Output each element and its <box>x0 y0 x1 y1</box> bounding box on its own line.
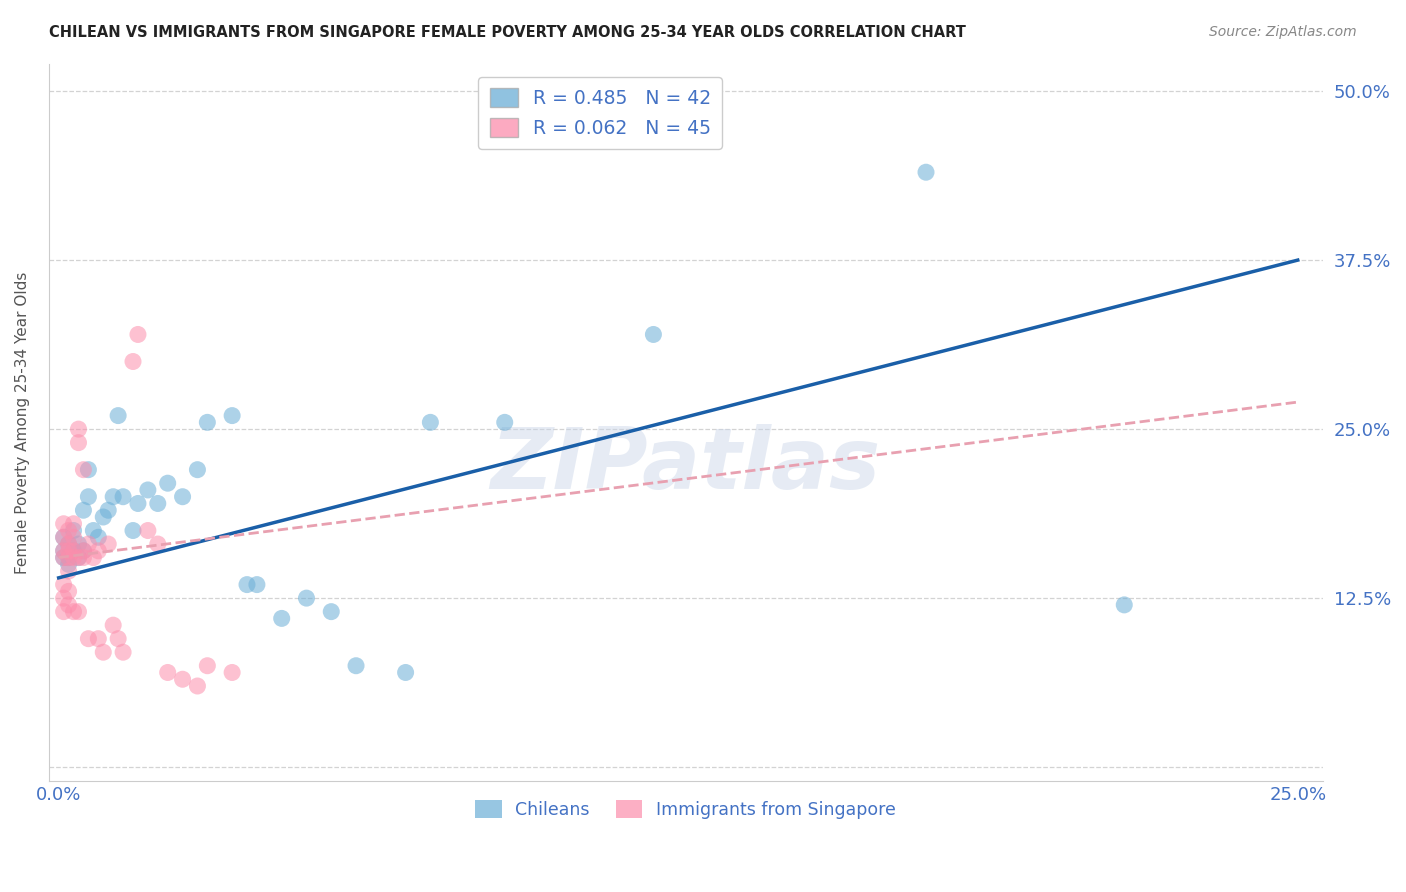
Point <box>58 537 80 551</box>
Point <box>122 524 145 538</box>
Point <box>87 632 110 646</box>
Point <box>52 577 75 591</box>
Point <box>77 537 100 551</box>
Point <box>77 490 100 504</box>
Point <box>321 605 343 619</box>
Point <box>62 516 84 531</box>
Text: Source: ZipAtlas.com: Source: ZipAtlas.com <box>1209 25 1357 39</box>
Point <box>52 591 75 606</box>
Point <box>146 537 169 551</box>
Point <box>494 415 516 429</box>
Point <box>246 577 269 591</box>
Point <box>52 543 75 558</box>
Point <box>136 524 159 538</box>
Point <box>101 490 124 504</box>
Point <box>62 605 84 619</box>
Point <box>72 543 94 558</box>
Point <box>915 165 938 179</box>
Point <box>58 598 80 612</box>
Y-axis label: Female Poverty Among 25-34 Year Olds: Female Poverty Among 25-34 Year Olds <box>15 271 30 574</box>
Point <box>394 665 416 680</box>
Point <box>58 543 80 558</box>
Point <box>52 530 75 544</box>
Point <box>58 524 80 538</box>
Point <box>87 530 110 544</box>
Point <box>67 605 90 619</box>
Point <box>107 409 129 423</box>
Point <box>136 483 159 497</box>
Point <box>67 422 90 436</box>
Point <box>72 463 94 477</box>
Point <box>77 632 100 646</box>
Point <box>156 476 179 491</box>
Point <box>62 543 84 558</box>
Point <box>186 463 208 477</box>
Point <box>344 658 367 673</box>
Point <box>67 550 90 565</box>
Point <box>107 632 129 646</box>
Point <box>270 611 292 625</box>
Point <box>67 537 90 551</box>
Point <box>91 645 114 659</box>
Point <box>62 524 84 538</box>
Point <box>101 618 124 632</box>
Point <box>91 510 114 524</box>
Point <box>62 550 84 565</box>
Point <box>97 503 120 517</box>
Point <box>58 584 80 599</box>
Point <box>77 463 100 477</box>
Point <box>58 558 80 572</box>
Point <box>112 645 135 659</box>
Point <box>62 543 84 558</box>
Point <box>58 550 80 565</box>
Point <box>236 577 259 591</box>
Legend: Chileans, Immigrants from Singapore: Chileans, Immigrants from Singapore <box>468 793 903 826</box>
Point <box>172 672 194 686</box>
Point <box>82 524 104 538</box>
Point <box>52 543 75 558</box>
Point <box>112 490 135 504</box>
Point <box>67 550 90 565</box>
Point <box>122 354 145 368</box>
Point <box>58 550 80 565</box>
Point <box>62 530 84 544</box>
Point <box>82 550 104 565</box>
Point <box>52 516 75 531</box>
Point <box>52 605 75 619</box>
Point <box>1114 598 1136 612</box>
Point <box>195 415 218 429</box>
Point <box>221 665 243 680</box>
Point <box>52 530 75 544</box>
Point <box>72 543 94 558</box>
Point <box>52 550 75 565</box>
Point <box>72 550 94 565</box>
Point <box>87 543 110 558</box>
Point <box>97 537 120 551</box>
Point <box>186 679 208 693</box>
Point <box>52 550 75 565</box>
Point <box>58 537 80 551</box>
Text: ZIPatlas: ZIPatlas <box>491 424 880 507</box>
Point <box>643 327 665 342</box>
Point <box>195 658 218 673</box>
Text: CHILEAN VS IMMIGRANTS FROM SINGAPORE FEMALE POVERTY AMONG 25-34 YEAR OLDS CORREL: CHILEAN VS IMMIGRANTS FROM SINGAPORE FEM… <box>49 25 966 40</box>
Point <box>221 409 243 423</box>
Point <box>72 503 94 517</box>
Point <box>295 591 318 606</box>
Point <box>67 435 90 450</box>
Point <box>146 496 169 510</box>
Point <box>156 665 179 680</box>
Point <box>172 490 194 504</box>
Point <box>58 564 80 578</box>
Point <box>127 327 149 342</box>
Point <box>127 496 149 510</box>
Point <box>419 415 441 429</box>
